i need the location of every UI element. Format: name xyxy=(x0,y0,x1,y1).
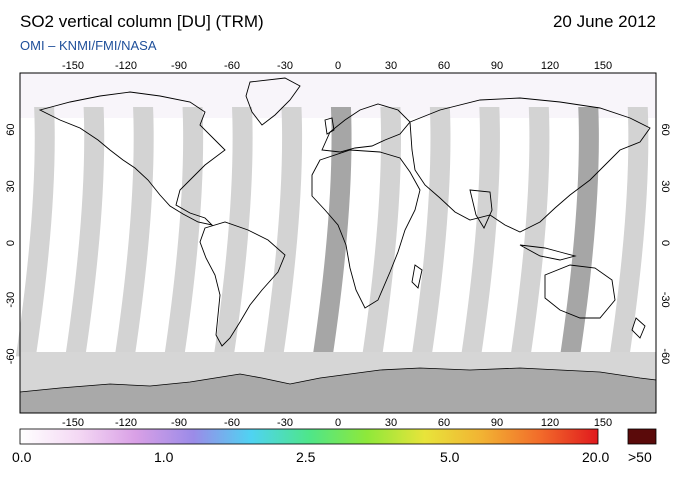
latitude-tick-label-left: 60 xyxy=(5,124,17,136)
orbit-gap-band xyxy=(411,107,451,357)
colorbar-overflow-label: >50 xyxy=(628,449,652,465)
latitude-ticks-right: 60 30 0 -30 -60 xyxy=(659,124,671,365)
longitude-tick-label: 60 xyxy=(438,60,450,72)
colorbar xyxy=(19,428,599,445)
longitude-tick-label: -60 xyxy=(224,417,240,429)
orbit-gap-band xyxy=(213,107,253,357)
longitude-tick-label: -90 xyxy=(171,417,187,429)
asia-outline xyxy=(409,97,651,233)
map-title: SO2 vertical column [DU] (TRM) xyxy=(20,12,264,31)
longitude-tick-label: 150 xyxy=(594,60,612,72)
orbit-gap-band xyxy=(164,107,204,357)
orbit-gap-band xyxy=(362,107,402,357)
orbit-gap-band xyxy=(65,107,105,357)
madagascar-outline xyxy=(411,264,423,289)
colorbar-label-0: 0.0 xyxy=(12,449,32,465)
longitude-tick-label: 30 xyxy=(385,417,397,429)
north-america-outline xyxy=(38,91,226,226)
colorbar-overflow-swatch xyxy=(627,428,657,445)
longitude-tick-label: 120 xyxy=(541,60,559,72)
colorbar-label-2: 2.5 xyxy=(296,449,316,465)
new-zealand-outline xyxy=(631,317,646,339)
map-border xyxy=(19,72,657,414)
latitude-tick-label-right: 30 xyxy=(659,180,671,192)
latitude-tick-label-right: -60 xyxy=(659,348,671,364)
orbit-gap-band xyxy=(510,107,550,357)
orbit-gap-band xyxy=(609,107,649,357)
longitude-tick-label: 150 xyxy=(594,417,612,429)
continent-outlines xyxy=(38,77,651,347)
orbit-gap-band xyxy=(461,107,500,357)
latitude-tick-label-left: 30 xyxy=(5,180,17,192)
longitude-tick-label: 90 xyxy=(491,417,503,429)
longitude-tick-label: -30 xyxy=(277,60,293,72)
africa-outline xyxy=(311,149,421,309)
longitude-tick-label: -120 xyxy=(115,60,137,72)
latitude-tick-label-left: -30 xyxy=(5,292,17,308)
latitude-tick-label-right: -30 xyxy=(659,292,671,308)
south-america-outline xyxy=(199,221,286,347)
longitude-tick-label: -150 xyxy=(62,417,84,429)
map-credit: OMI – KNMI/FMI/NASA xyxy=(20,38,157,53)
latitude-tick-label-left: 0 xyxy=(5,240,17,246)
colorbar-gradient xyxy=(19,428,599,445)
map-date: 20 June 2012 xyxy=(552,12,656,31)
uk-outline xyxy=(324,117,335,135)
longitude-ticks-top: -150 -120 -90 -60 -30 0 30 60 90 120 150 xyxy=(62,60,612,72)
longitude-tick-label: -30 xyxy=(277,417,293,429)
latitude-tick-label-left: -60 xyxy=(5,348,17,364)
orbit-gap-band xyxy=(560,107,599,357)
longitude-tick-label: 120 xyxy=(541,417,559,429)
longitude-tick-label: -150 xyxy=(62,60,84,72)
longitude-tick-label: -90 xyxy=(171,60,187,72)
orbit-gap-band xyxy=(114,107,154,357)
colorbar-label-1: 1.0 xyxy=(154,449,174,465)
latitude-tick-label-right: 60 xyxy=(659,124,671,136)
colorbar-label-3: 5.0 xyxy=(440,449,460,465)
longitude-tick-label: 90 xyxy=(491,60,503,72)
longitude-ticks-bottom: -150 -120 -90 -60 -30 0 30 60 90 120 150 xyxy=(62,417,612,429)
greenland-outline xyxy=(245,77,301,126)
orbit-gap-swaths xyxy=(15,107,649,357)
longitude-tick-label: 30 xyxy=(385,60,397,72)
antarctica-landmass xyxy=(19,367,657,414)
longitude-tick-label: 0 xyxy=(335,417,341,429)
longitude-tick-label: -60 xyxy=(224,60,240,72)
orbit-gap-band xyxy=(312,107,352,357)
longitude-tick-label: -120 xyxy=(115,417,137,429)
latitude-tick-label-right: 0 xyxy=(659,240,671,246)
longitude-tick-label: 0 xyxy=(335,60,341,72)
orbit-gap-band xyxy=(15,107,55,357)
australia-outline xyxy=(544,264,616,319)
orbit-gap-band xyxy=(263,107,303,357)
latitude-ticks-left: 60 30 0 -30 -60 xyxy=(5,124,17,365)
indonesia-outline xyxy=(519,244,577,261)
colorbar-label-4: 20.0 xyxy=(582,449,610,465)
longitude-tick-label: 60 xyxy=(438,417,450,429)
india-outline xyxy=(469,189,493,229)
